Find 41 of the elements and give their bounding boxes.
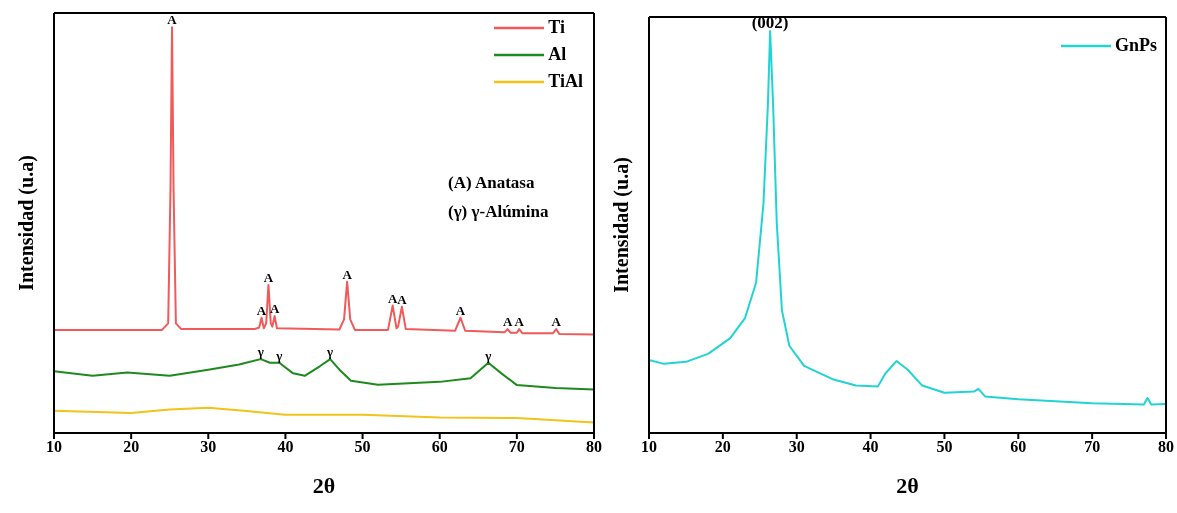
annotation: γ xyxy=(256,344,264,360)
x-tick-label: 70 xyxy=(508,438,525,456)
x-axis-title: 2θ xyxy=(896,473,919,498)
annotation: A xyxy=(502,314,513,330)
annotation: A xyxy=(167,12,178,28)
x-tick-label: 60 xyxy=(1010,438,1027,456)
annotation: A xyxy=(256,302,267,318)
y-axis-title: Intensidad (u.a) xyxy=(610,157,634,293)
x-tick-label: 20 xyxy=(123,438,140,456)
legend-label: GnPs xyxy=(1114,34,1157,57)
legend-label: Al xyxy=(548,43,567,66)
annotation: A xyxy=(551,314,562,330)
x-tick-label: 50 xyxy=(354,438,371,456)
x-tick-label: 20 xyxy=(714,438,731,456)
x-tick-label: 30 xyxy=(788,438,805,456)
x-tick-label: 60 xyxy=(431,438,448,456)
x-tick-label: 10 xyxy=(641,438,657,456)
annotation: A xyxy=(387,290,398,306)
legend-label: Ti xyxy=(548,16,565,39)
x-tick-label: 10 xyxy=(46,438,62,456)
x-tick-label: 50 xyxy=(936,438,953,456)
x-tick-label: 80 xyxy=(586,438,602,456)
x-tick-label: 70 xyxy=(1084,438,1101,456)
y-axis-title: Intensidad (u.a) xyxy=(15,155,39,291)
annotation: A xyxy=(514,314,525,330)
annotation: A xyxy=(397,291,408,307)
x-tick-label: 30 xyxy=(200,438,217,456)
annotation: A xyxy=(342,266,353,282)
x-tick-label: 40 xyxy=(277,438,294,456)
legend-label: TiAl xyxy=(548,70,583,93)
annotation: A xyxy=(455,302,466,318)
annotation: (γ) γ-Alúmina xyxy=(448,201,549,223)
x-axis-title: 2θ xyxy=(312,473,336,498)
annotation: (A) Anatasa xyxy=(448,172,536,194)
x-tick-label: 40 xyxy=(862,438,879,456)
annotation: γ xyxy=(275,347,283,363)
annotation: γ xyxy=(326,344,334,360)
annotation: A xyxy=(269,301,280,317)
x-tick-label: 80 xyxy=(1158,438,1174,456)
annotation: A xyxy=(263,269,274,285)
annotation: γ xyxy=(484,347,492,363)
